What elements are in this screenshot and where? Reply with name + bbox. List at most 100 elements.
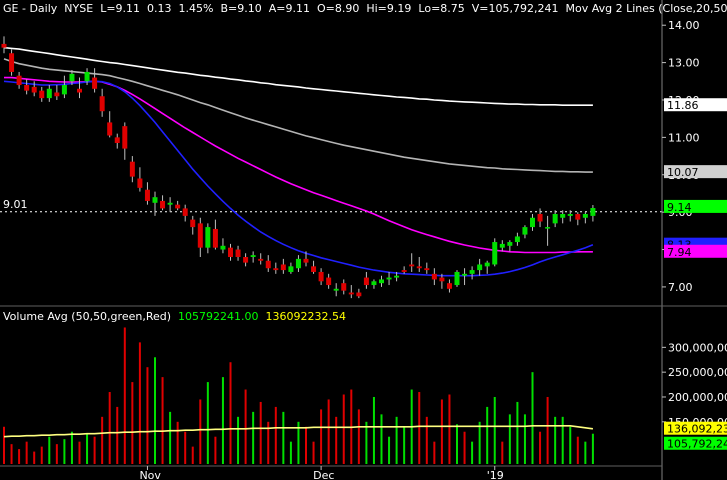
candle-body xyxy=(175,204,181,209)
volume-bar xyxy=(184,431,187,464)
open: O=8.90 xyxy=(316,2,360,15)
left-price-label: 9.01 xyxy=(3,198,28,211)
candle-body xyxy=(160,200,166,209)
candle-body xyxy=(212,228,218,248)
candle-body xyxy=(386,277,392,280)
candle-body xyxy=(144,189,150,201)
volume-bar xyxy=(320,409,323,464)
candle-body xyxy=(560,214,566,218)
volume-tick-label: 250,000,000 xyxy=(668,366,727,379)
volume-bar xyxy=(3,426,5,464)
candle-body xyxy=(258,258,264,261)
volume-avg-line xyxy=(3,424,594,438)
change-pct: 1.45% xyxy=(178,2,214,15)
volume-bar xyxy=(425,416,428,464)
candle-body xyxy=(545,227,551,229)
volume-bar xyxy=(101,416,104,464)
volume: V=105,792,241 xyxy=(471,2,559,15)
volume-bar xyxy=(448,394,451,464)
volume-value-label-bg xyxy=(664,436,727,450)
symbol: GE xyxy=(3,2,19,15)
price-tick-label: 7.00 xyxy=(668,281,693,294)
volume-bar xyxy=(433,441,436,464)
volume-bar xyxy=(561,416,564,464)
price-tick-label: 11.00 xyxy=(668,131,700,144)
volume-bar xyxy=(78,441,81,464)
candle-body xyxy=(409,264,415,267)
volume-bar xyxy=(252,411,255,464)
bid: B=9.10 xyxy=(220,2,262,15)
candle-body xyxy=(431,273,437,280)
low: Lo=8.75 xyxy=(418,2,465,15)
candle-body xyxy=(122,126,128,149)
volume-header: Volume Avg (50,50,green,Red) 105792241.0… xyxy=(3,310,346,323)
price-value-label-bg xyxy=(664,98,727,112)
candle-body xyxy=(280,264,286,271)
volume-bar xyxy=(131,382,134,464)
candle-body xyxy=(16,75,22,86)
volume-bar xyxy=(154,357,156,464)
volume-value-label: 105,792,241 xyxy=(667,438,727,451)
x-tick-label: Nov xyxy=(139,469,161,480)
candle-body xyxy=(356,292,362,297)
candle-body xyxy=(401,270,407,272)
volume-bar xyxy=(221,377,224,464)
volume-header-label: Volume Avg (50,50,green,Red) xyxy=(3,310,172,323)
volume-bar xyxy=(576,436,579,464)
volume-bar xyxy=(191,446,194,464)
candle-body xyxy=(507,242,513,246)
candle-body xyxy=(311,266,317,272)
x-tick-label: '19 xyxy=(487,469,504,480)
candle-body xyxy=(499,243,505,248)
volume-bar xyxy=(531,372,534,464)
volume-bar xyxy=(267,421,270,464)
volume-bar xyxy=(229,362,232,464)
volume-bar xyxy=(274,406,277,464)
candle-body xyxy=(484,262,490,267)
ma-line-blue xyxy=(3,80,594,277)
volume-bar xyxy=(237,416,240,464)
price-tick-label: 13.00 xyxy=(668,57,700,70)
candle-body xyxy=(228,247,233,258)
volume-bar xyxy=(138,342,141,464)
volume-bar xyxy=(169,411,172,464)
candle-body xyxy=(273,268,279,271)
chart-header: GE - Daily NYSE L=9.11 0.13 1.45% B=9.10… xyxy=(3,2,727,15)
volume-bar xyxy=(471,441,474,464)
candle-body xyxy=(371,281,377,286)
candle-body xyxy=(537,214,543,222)
price-value-label: 9.14 xyxy=(667,201,692,214)
candle-body xyxy=(477,264,483,271)
candle-body xyxy=(439,277,445,282)
candle-body xyxy=(92,77,98,89)
candle-body xyxy=(295,258,301,269)
candle-body xyxy=(129,161,135,177)
volume-bar xyxy=(305,426,307,464)
volume-bar xyxy=(372,396,375,464)
volume-bar xyxy=(418,392,421,464)
candle-body xyxy=(394,275,400,278)
candle-body xyxy=(24,85,30,91)
volume-bar xyxy=(244,389,247,464)
price-value-label-bg xyxy=(664,199,727,213)
candle-body xyxy=(99,96,105,112)
candle-body xyxy=(379,279,384,284)
last-price: L=9.11 xyxy=(100,2,141,15)
volume-bar xyxy=(516,401,519,464)
candle-body xyxy=(77,88,82,93)
candle-body xyxy=(39,90,45,99)
candle-body xyxy=(250,255,256,258)
volume-bar xyxy=(48,436,51,464)
candle-body xyxy=(84,71,90,82)
volume-bar xyxy=(146,367,149,464)
volume-bar xyxy=(10,444,13,464)
candle-body xyxy=(61,85,67,95)
volume-bar xyxy=(282,411,285,464)
change: 0.13 xyxy=(147,2,172,15)
candle-body xyxy=(341,283,347,291)
candle-body xyxy=(107,122,113,136)
volume-header-value: 105792241.00 xyxy=(178,310,259,323)
price-tick-label: 14.00 xyxy=(668,19,700,32)
candle-body xyxy=(303,258,309,263)
volume-bar xyxy=(123,327,126,464)
